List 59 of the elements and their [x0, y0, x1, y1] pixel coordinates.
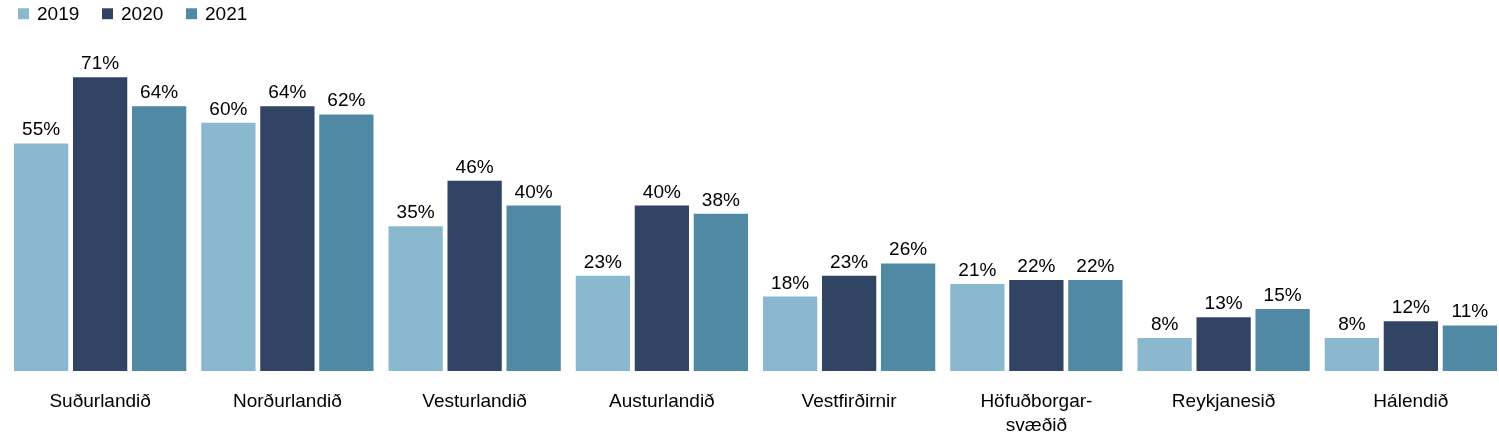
- data-label: 18%: [771, 271, 810, 293]
- data-label: 60%: [209, 97, 248, 119]
- legend-label: 2021: [205, 2, 248, 24]
- bar: [1196, 317, 1251, 371]
- legend-label: 2020: [121, 2, 164, 24]
- bar: [1068, 279, 1123, 371]
- data-label: 12%: [1391, 296, 1430, 318]
- x-tick-label: Höfuðborgar- svæðið: [980, 389, 1093, 435]
- data-label: 11%: [1451, 300, 1489, 322]
- data-label: 26%: [889, 238, 928, 260]
- data-label: 38%: [701, 188, 740, 210]
- bar: [1324, 337, 1380, 371]
- data-label: 64%: [268, 81, 307, 103]
- data-label: 62%: [327, 89, 366, 111]
- data-label: 35%: [396, 201, 435, 223]
- bar: [950, 284, 1005, 371]
- data-label: 23%: [830, 250, 869, 272]
- bar: [575, 275, 631, 371]
- bar: [880, 263, 936, 371]
- bar: [1009, 279, 1064, 371]
- data-label: 23%: [583, 250, 622, 272]
- bar: [1255, 308, 1310, 371]
- data-label: 55%: [22, 118, 61, 140]
- data-label: 40%: [514, 180, 553, 202]
- data-label: 8%: [1150, 312, 1179, 334]
- bar: [1442, 325, 1497, 371]
- x-tick-label: Austurlandið: [609, 389, 715, 411]
- bar: [1137, 337, 1192, 371]
- legend-label: 2019: [37, 2, 80, 24]
- bar: [14, 143, 69, 371]
- data-label: 71%: [81, 52, 120, 74]
- data-label: 22%: [1017, 254, 1056, 276]
- x-tick-label: Norðurlandið: [232, 389, 342, 411]
- bar: [506, 205, 561, 371]
- data-label: 8%: [1338, 312, 1366, 334]
- bar: [131, 106, 187, 371]
- x-tick-label: Vestfirðirnir: [801, 389, 898, 411]
- data-label: 15%: [1263, 283, 1302, 305]
- bar: [693, 213, 749, 371]
- x-tick-label: Hálendið: [1373, 389, 1449, 411]
- bar: [260, 106, 315, 371]
- x-tick-label: Reykjanesið: [1171, 389, 1276, 411]
- data-label: 21%: [958, 259, 997, 281]
- data-label: 22%: [1076, 254, 1115, 276]
- bar: [762, 296, 818, 371]
- data-label: 13%: [1204, 292, 1243, 314]
- x-tick-label: Vesturlandið: [422, 389, 527, 411]
- bar: [388, 226, 443, 371]
- bar: [447, 180, 502, 371]
- bar: [73, 77, 128, 371]
- x-tick-label: Suðurlandið: [49, 389, 151, 411]
- data-label: 64%: [140, 81, 179, 103]
- data-label: 40%: [642, 180, 681, 202]
- bar: [319, 114, 374, 371]
- bar: [1383, 321, 1438, 371]
- bar: [634, 205, 690, 371]
- bar: [821, 275, 877, 371]
- bar: [201, 122, 256, 371]
- data-label: 46%: [455, 155, 494, 177]
